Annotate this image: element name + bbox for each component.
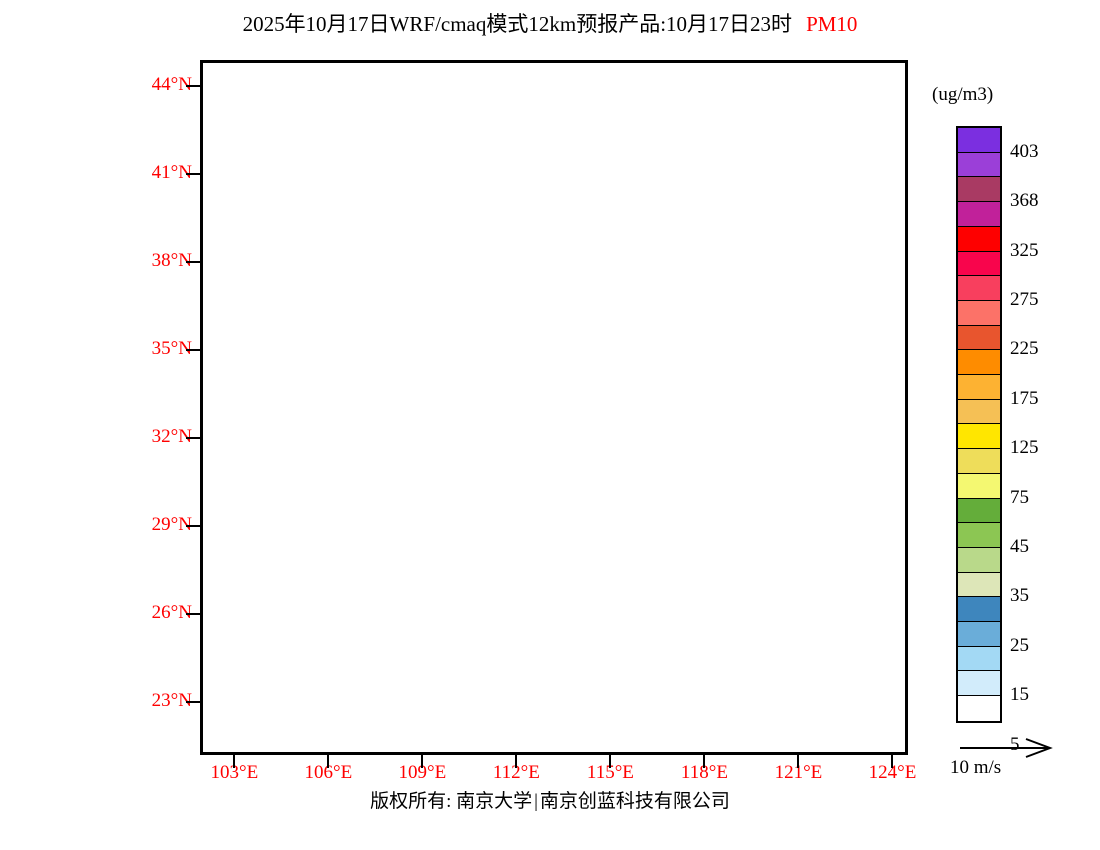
lon-tick-mark xyxy=(891,755,894,768)
lat-tick-mark xyxy=(186,85,200,88)
colorbar-band-3 xyxy=(958,202,1000,227)
title-text: 2025年10月17日WRF/cmaq模式12km预报产品:10月17日23时 xyxy=(242,12,793,36)
lon-tick-label-118: 118°E xyxy=(680,762,728,783)
lat-tick-label-35: 35°N xyxy=(151,338,192,360)
lon-tick-label-106: 106°E xyxy=(304,762,353,783)
lat-tick-mark xyxy=(186,437,200,440)
lon-tick-label-109: 109°E xyxy=(398,762,447,783)
lon-tick-label-124: 124°E xyxy=(868,762,917,783)
colorbar-label-368: 368 xyxy=(1010,190,1039,212)
colorbar-band-4 xyxy=(958,226,1000,252)
colorbar-label-125: 125 xyxy=(1010,437,1039,459)
lat-tick-mark xyxy=(186,701,200,704)
lon-tick-label-115: 115°E xyxy=(586,762,634,783)
lat-tick-label-38: 38°N xyxy=(151,250,192,272)
colorbar-label-45: 45 xyxy=(1010,536,1029,558)
map-frame[interactable] xyxy=(200,60,908,755)
lon-tick-mark xyxy=(233,755,236,768)
footer-copyright: 版权所有: 南京大学 | 南京创蓝科技有限公司 xyxy=(0,786,1100,813)
colorbar-label-275: 275 xyxy=(1010,288,1039,310)
lon-tick-mark xyxy=(327,755,330,768)
colorbar-band-16 xyxy=(958,523,1000,548)
colorbar-label-325: 325 xyxy=(1010,239,1039,261)
page-title: 2025年10月17日WRF/cmaq模式12km预报产品:10月17日23时 P… xyxy=(0,8,1100,38)
colorbar[interactable] xyxy=(956,126,1002,723)
colorbar-band-14 xyxy=(958,473,1000,499)
colorbar-band-2 xyxy=(958,177,1000,203)
lat-tick-mark xyxy=(186,173,200,176)
lat-tick-label-26: 26°N xyxy=(151,602,192,624)
lat-tick-label-23: 23°N xyxy=(151,690,192,712)
colorbar-label-403: 403 xyxy=(1010,140,1039,162)
lon-tick-mark xyxy=(609,755,612,768)
colorbar-band-1 xyxy=(958,152,1000,178)
lat-tick-mark xyxy=(186,613,200,616)
colorbar-band-17 xyxy=(958,547,1000,573)
wind-arrow-icon xyxy=(960,738,1053,758)
colorbar-label-15: 15 xyxy=(1010,684,1029,706)
colorbar-band-9 xyxy=(958,350,1000,376)
wind-scale-label: 10 m/s xyxy=(950,757,1002,778)
pm10-concentration-map[interactable] xyxy=(203,63,905,752)
colorbar-label-5: 5 xyxy=(1010,733,1020,755)
footer-separator: | xyxy=(534,791,538,812)
colorbar-label-75: 75 xyxy=(1010,486,1029,508)
footer-company-text: 南京创蓝科技有限公司 xyxy=(539,791,730,812)
lat-tick-label-32: 32°N xyxy=(151,426,192,448)
title-species-label: PM10 xyxy=(806,12,858,36)
colorbar-label-25: 25 xyxy=(1010,634,1029,656)
colorbar-band-22 xyxy=(958,671,1000,697)
colorbar-band-21 xyxy=(958,646,1000,672)
lat-tick-mark xyxy=(186,261,200,264)
colorbar-band-20 xyxy=(958,622,1000,647)
colorbar-band-10 xyxy=(958,375,1000,400)
colorbar-band-13 xyxy=(958,449,1000,474)
colorbar-band-0 xyxy=(958,128,1000,153)
colorbar-units-label: (ug/m3) xyxy=(932,84,994,105)
footer-copyright-text: 版权所有: 南京大学 xyxy=(370,791,533,812)
lat-tick-mark xyxy=(186,349,200,352)
colorbar-label-175: 175 xyxy=(1010,387,1039,409)
lon-tick-mark xyxy=(421,755,424,768)
lon-tick-label-112: 112°E xyxy=(492,762,540,783)
lat-tick-label-29: 29°N xyxy=(151,514,192,536)
lat-tick-label-41: 41°N xyxy=(151,162,192,184)
colorbar-band-23 xyxy=(958,696,1000,721)
lon-tick-label-121: 121°E xyxy=(774,762,823,783)
colorbar-label-35: 35 xyxy=(1010,585,1029,607)
colorbar-band-12 xyxy=(958,424,1000,450)
colorbar-band-5 xyxy=(958,251,1000,277)
colorbar-band-7 xyxy=(958,300,1000,326)
lon-tick-mark xyxy=(515,755,518,768)
colorbar-band-18 xyxy=(958,572,1000,598)
colorbar-band-19 xyxy=(958,597,1000,623)
lat-tick-label-44: 44°N xyxy=(151,74,192,96)
colorbar-band-6 xyxy=(958,276,1000,301)
colorbar-label-225: 225 xyxy=(1010,338,1039,360)
lon-tick-mark xyxy=(703,755,706,768)
colorbar-band-15 xyxy=(958,498,1000,524)
lon-tick-label-103: 103°E xyxy=(210,762,259,783)
colorbar-band-8 xyxy=(958,325,1000,351)
colorbar-band-11 xyxy=(958,399,1000,425)
lon-tick-mark xyxy=(797,755,800,768)
lat-tick-mark xyxy=(186,525,200,528)
wind-scale-legend: 10 m/s xyxy=(950,737,1086,783)
